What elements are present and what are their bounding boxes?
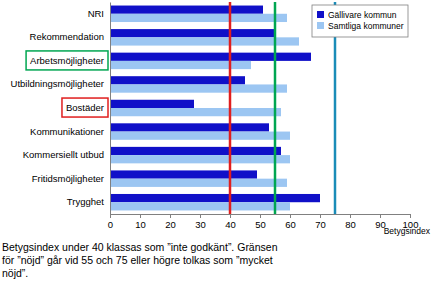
category-label: NRI [88,8,104,19]
tick: Bostäder [62,98,108,117]
tick-mark [290,214,291,218]
bar [110,76,245,84]
tick-mark [320,214,321,218]
tick-mark [230,214,231,218]
legend-swatch [317,11,324,18]
tick-label: 60 [285,219,296,230]
axis-line [111,215,411,219]
bars [110,6,320,211]
tick-label: 80 [345,219,356,230]
chart: 0102030405060708090100NRIRekommendationA… [0,0,433,298]
tick-label: 70 [315,219,326,230]
tick: 60 [285,214,296,230]
legend-swatch [317,22,324,29]
tick: Rekommendation [30,31,104,42]
category-label: Bostäder [66,102,104,113]
tick: NRI [88,8,104,19]
bar [110,202,290,210]
reference-line [274,2,277,214]
reference-line [229,2,232,214]
tick-label: 50 [255,219,266,230]
bar [110,108,281,116]
highlight-box [26,51,108,70]
bar [110,53,311,61]
tick-mark [110,214,111,218]
bar [110,170,257,178]
category-label: Utbildningsmöjligheter [11,78,104,89]
category-label: Kommunikationer [30,126,104,137]
tick: 40 [225,214,236,230]
bar [110,84,287,92]
bar [110,123,269,131]
x-axis: 0102030405060708090100 [108,214,419,230]
bar [110,179,287,187]
tick-mark [140,214,141,218]
tick-label: 0 [108,219,113,230]
y-axis: NRI Rekommendation Arbetsmöjligheter Utbild… [11,3,111,215]
tick-label: 30 [195,219,206,230]
category-label: Fritidsmöjligheter [32,173,104,184]
axis-line [110,3,111,215]
tick: Utbildningsmöjligheter [11,78,104,89]
tick: Fritidsmöjligheter [32,173,104,184]
caption: Betygsindex under 40 klassas som ”inte g… [2,241,278,253]
tick-mark [260,214,261,218]
bar [110,155,290,163]
tick: Kommunikationer [30,126,104,137]
tick-label: 40 [225,219,236,230]
tick: 0 [108,214,113,230]
tick-label: 10 [135,219,146,230]
highlight-box [62,98,108,117]
category-label: Kommersiellt utbud [23,149,104,160]
tick: 70 [315,214,326,230]
bar [110,14,287,22]
plot: 0102030405060708090100NRIRekommendationA… [11,2,419,230]
tick: Kommersiellt utbud [23,149,104,160]
category-label: Rekommendation [30,31,104,42]
caption: för ”nöjd” går vid 55 och 75 eller högre… [2,254,273,266]
tick-mark [200,214,201,218]
tick: Trygghet [67,196,104,207]
bar [110,132,290,140]
bar [110,100,194,108]
tick: 20 [165,214,176,230]
legend-label: Gällivare kommun [328,10,397,20]
tick-mark [170,214,171,218]
legend-entry: Gällivare kommun [317,10,397,20]
bar [110,37,299,45]
bar [110,6,263,14]
legend-entry: Samtliga kommuner [317,21,404,31]
tick: 30 [195,214,206,230]
tick: Arbetsmöjligheter [26,51,108,70]
bar [110,29,275,37]
caption: nöjd”. [2,267,28,279]
category-label: Trygghet [67,196,104,207]
category-label: Arbetsmöjligheter [30,55,104,66]
legend-frame [312,5,408,37]
tick: 10 [135,214,146,230]
tick-mark [350,214,351,218]
tick-label: 20 [165,219,176,230]
axis-title: Betygsindex [384,226,431,236]
tick-mark [410,214,411,218]
tick: 50 [255,214,266,230]
tick: 80 [345,214,356,230]
bar [110,194,320,202]
tick-mark [380,214,381,218]
legend: Gällivare kommunSamtliga kommuner [312,5,408,37]
legend-label: Samtliga kommuner [328,21,404,31]
bar [110,147,281,155]
